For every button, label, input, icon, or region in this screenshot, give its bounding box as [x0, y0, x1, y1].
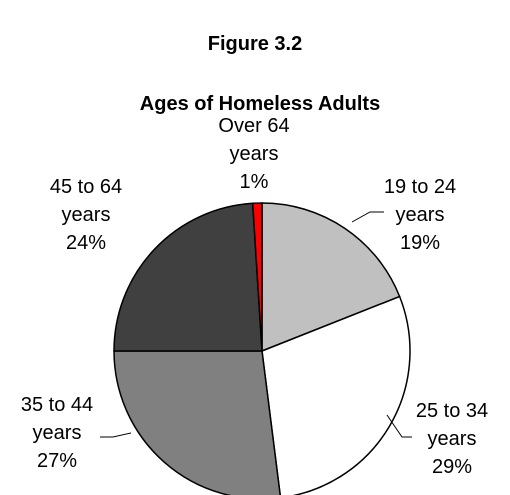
slice-label-2: 35 to 44 years 27% — [21, 394, 93, 472]
pie-slice-3 — [113, 202, 263, 352]
pie-slice-2 — [113, 350, 281, 495]
leader-lines — [100, 211, 412, 438]
slice-label-1: 25 to 34 years 29% — [416, 400, 488, 478]
slice-labels: 19 to 24 years 19% 25 to 34 years 29% 35 to 44… — [21, 115, 488, 478]
leader-line-0 — [351, 211, 384, 223]
slice-label-4: Over 64 years 1% — [218, 115, 289, 193]
slice-label-3: 45 to 64 years 24% — [50, 176, 122, 254]
pie-slice-1 — [261, 295, 411, 495]
chart-subtitle: Ages of Homeless Adults — [140, 93, 380, 115]
leader-line-1 — [386, 414, 412, 438]
chart-title: Figure 3.2 — [208, 33, 302, 55]
pie-slices — [113, 202, 411, 495]
leader-line-2 — [100, 432, 132, 438]
slice-label-0: 19 to 24 years 19% — [384, 176, 456, 254]
pie-slice-4 — [251, 202, 263, 352]
pie-slice-0 — [261, 202, 401, 353]
